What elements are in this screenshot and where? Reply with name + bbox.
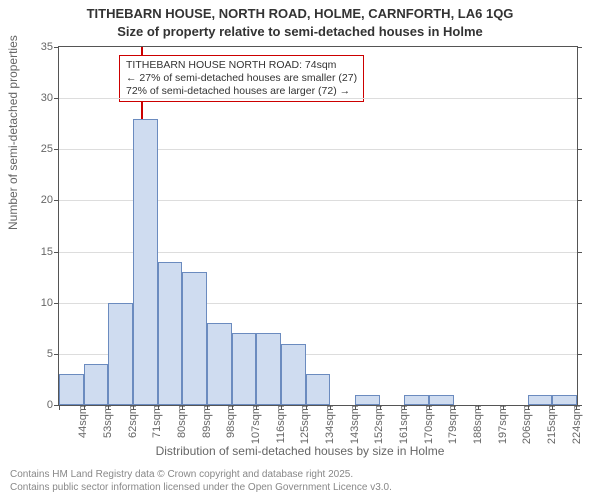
x-tick-mark <box>355 405 356 410</box>
histogram-bar <box>528 395 553 405</box>
y-tick-mark <box>577 47 582 48</box>
x-tick-mark <box>429 405 430 410</box>
x-tick-label: 197sqm <box>495 405 509 444</box>
y-tick-mark <box>577 200 582 201</box>
footer-line: Contains public sector information licen… <box>10 482 392 495</box>
x-tick-mark <box>380 405 381 410</box>
x-tick-mark <box>59 405 60 410</box>
histogram-bar <box>207 323 232 405</box>
x-tick-mark <box>256 405 257 410</box>
x-tick-mark <box>330 405 331 410</box>
annotation-line: 72% of semi-detached houses are larger (… <box>126 85 357 98</box>
x-tick-mark <box>306 405 307 410</box>
x-tick-mark <box>404 405 405 410</box>
x-tick-mark <box>503 405 504 410</box>
y-tick-mark <box>577 98 582 99</box>
y-tick-mark <box>54 98 59 99</box>
histogram-bar <box>306 374 331 405</box>
x-tick-mark <box>232 405 233 410</box>
histogram-bar <box>256 333 281 405</box>
x-tick-mark <box>552 405 553 410</box>
x-tick-mark <box>84 405 85 410</box>
y-tick-mark <box>54 252 59 253</box>
histogram-bar <box>232 333 257 405</box>
x-tick-mark <box>133 405 134 410</box>
histogram-bar <box>158 262 183 405</box>
x-tick-label: 206sqm <box>519 405 533 444</box>
x-tick-mark <box>108 405 109 410</box>
x-tick-label: 224sqm <box>569 405 583 444</box>
y-tick-mark <box>577 252 582 253</box>
y-tick-mark <box>577 149 582 150</box>
footer-line: Contains HM Land Registry data © Crown c… <box>10 469 392 482</box>
x-axis-label: Distribution of semi-detached houses by … <box>0 444 600 458</box>
x-tick-label: 89sqm <box>199 405 213 438</box>
chart-title-line1: TITHEBARN HOUSE, NORTH ROAD, HOLME, CARN… <box>0 6 600 21</box>
x-tick-label: 179sqm <box>445 405 459 444</box>
histogram-bar <box>182 272 207 405</box>
x-tick-label: 98sqm <box>223 405 237 438</box>
x-tick-label: 53sqm <box>100 405 114 438</box>
x-tick-label: 170sqm <box>421 405 435 444</box>
y-tick-mark <box>54 354 59 355</box>
x-tick-label: 71sqm <box>149 405 163 438</box>
y-tick-mark <box>54 149 59 150</box>
histogram-bar <box>429 395 454 405</box>
x-tick-label: 143sqm <box>347 405 361 444</box>
histogram-bar <box>552 395 577 405</box>
annotation-box: TITHEBARN HOUSE NORTH ROAD: 74sqm← 27% o… <box>119 55 364 102</box>
y-tick-mark <box>54 47 59 48</box>
gridline <box>59 98 577 99</box>
histogram-bar <box>281 344 306 405</box>
histogram-bar <box>355 395 380 405</box>
x-tick-label: 44sqm <box>75 405 89 438</box>
x-tick-label: 152sqm <box>371 405 385 444</box>
x-tick-mark <box>207 405 208 410</box>
chart-container: TITHEBARN HOUSE, NORTH ROAD, HOLME, CARN… <box>0 0 600 500</box>
x-tick-label: 125sqm <box>297 405 311 444</box>
x-tick-label: 80sqm <box>174 405 188 438</box>
histogram-bar <box>133 119 158 405</box>
x-tick-mark <box>158 405 159 410</box>
x-tick-mark <box>478 405 479 410</box>
histogram-bar <box>84 364 109 405</box>
y-tick-mark <box>54 303 59 304</box>
annotation-line: ← 27% of semi-detached houses are smalle… <box>126 72 357 85</box>
plot-area: TITHEBARN HOUSE NORTH ROAD: 74sqm← 27% o… <box>58 46 578 406</box>
histogram-bar <box>59 374 84 405</box>
y-axis-label: Number of semi-detached properties <box>6 35 20 230</box>
chart-title-line2: Size of property relative to semi-detach… <box>0 24 600 39</box>
x-tick-mark <box>528 405 529 410</box>
footer-attribution: Contains HM Land Registry data © Crown c… <box>10 469 392 494</box>
histogram-bar <box>108 303 133 405</box>
x-tick-mark <box>281 405 282 410</box>
x-tick-mark <box>454 405 455 410</box>
x-tick-label: 215sqm <box>544 405 558 444</box>
histogram-bar <box>404 395 429 405</box>
y-tick-mark <box>577 354 582 355</box>
y-tick-mark <box>54 200 59 201</box>
x-tick-label: 116sqm <box>273 405 287 443</box>
x-tick-mark <box>182 405 183 410</box>
x-tick-label: 161sqm <box>396 405 410 444</box>
y-tick-mark <box>577 303 582 304</box>
x-tick-label: 107sqm <box>248 405 262 444</box>
annotation-line: TITHEBARN HOUSE NORTH ROAD: 74sqm <box>126 59 357 72</box>
x-tick-label: 134sqm <box>322 405 336 444</box>
x-tick-label: 62sqm <box>125 405 139 438</box>
x-tick-label: 188sqm <box>470 405 484 444</box>
x-tick-mark <box>576 405 577 410</box>
